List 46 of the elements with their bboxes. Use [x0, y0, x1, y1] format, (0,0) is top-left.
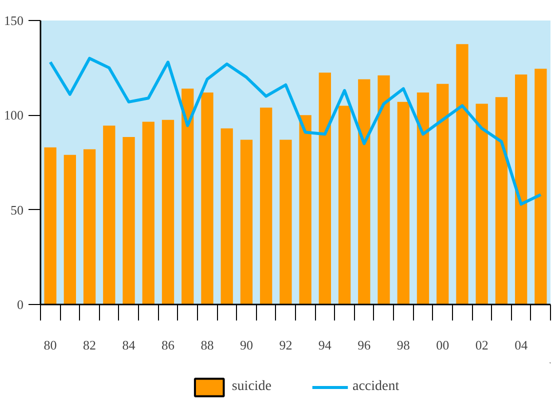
bar [240, 140, 253, 304]
x-tick-label: 80 [44, 338, 57, 352]
x-tick-label: 92 [279, 338, 292, 352]
y-tick-label: 150 [4, 13, 24, 28]
bar [495, 97, 508, 304]
bar [476, 104, 488, 304]
bar [103, 126, 116, 304]
x-tick-label: 88 [200, 338, 214, 352]
bar [182, 88, 194, 304]
x-tick-label: 90 [240, 338, 253, 352]
x-tick-label: 98 [396, 338, 410, 352]
bar [162, 120, 174, 304]
x-tick-label: 84 [122, 338, 136, 352]
bar [280, 140, 292, 304]
bar [299, 115, 312, 304]
bar [397, 102, 410, 304]
bar [220, 128, 233, 304]
x-tick-label: 94 [318, 338, 332, 352]
x-tick-label: 04 [514, 338, 528, 352]
bar [64, 154, 76, 304]
bar [260, 108, 272, 304]
bar [318, 72, 332, 304]
bar [44, 147, 56, 304]
y-tick-label: 0 [17, 297, 24, 312]
bar [436, 84, 449, 304]
x-tick-label: 02 [475, 338, 488, 352]
x-tick-label: 00 [436, 338, 450, 352]
bar [456, 44, 468, 304]
y-tick-label: 50 [10, 202, 24, 218]
bar [416, 92, 430, 304]
x-tick-label: 96 [358, 338, 372, 352]
bar [514, 74, 528, 304]
bar [338, 106, 351, 304]
legend-label: suicide [232, 379, 272, 395]
bar [378, 75, 390, 304]
bar [534, 68, 547, 304]
x-tick-label: 86 [162, 338, 175, 352]
bar [83, 149, 96, 304]
bar [142, 122, 154, 304]
legend-label: accident [352, 379, 400, 395]
y-tick-label: 100 [4, 108, 24, 123]
bar [358, 79, 370, 304]
x-tick-label: 82 [83, 338, 96, 352]
bar [201, 92, 214, 304]
line-series [48, 56, 542, 206]
bar [122, 136, 135, 304]
